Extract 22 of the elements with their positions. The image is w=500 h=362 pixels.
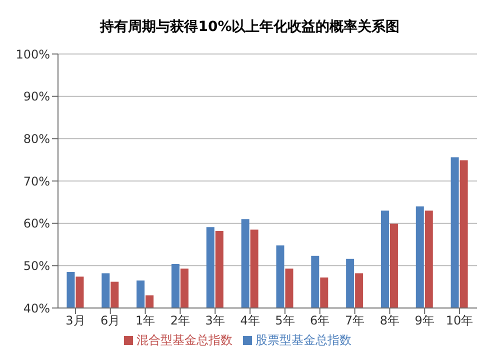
x-tick-label: 7年 [344,314,365,328]
x-tick-label: 8年 [380,314,400,328]
x-tick-label: 3年 [205,314,225,328]
x-tick-label: 9年 [414,314,434,328]
legend-label: 股票型基金总指数 [256,333,352,347]
x-tick-label: 2年 [170,314,190,328]
x-tick-label: 5年 [275,314,295,328]
y-tick-label: 70% [23,174,50,188]
chart-title: 持有周期与获得10%以上年化收益的概率关系图 [98,18,401,37]
y-tick-label: 50% [23,258,50,273]
y-tick-label: 90% [23,90,50,104]
x-tick-label: 6月 [100,314,120,328]
x-tick-label: 1年 [135,314,156,328]
y-tick-label: 40% [23,301,50,316]
x-tick-label: 6年 [310,314,330,328]
x-tick-label: 10年 [446,314,474,328]
y-tick-label: 80% [23,132,50,146]
x-tick-label: 4年 [240,314,260,328]
x-tick-label: 3月 [66,314,86,328]
legend-label: 混合型基金总指数 [136,333,232,347]
y-tick-label: 100% [16,47,50,62]
y-tick-label: 60% [23,216,50,231]
